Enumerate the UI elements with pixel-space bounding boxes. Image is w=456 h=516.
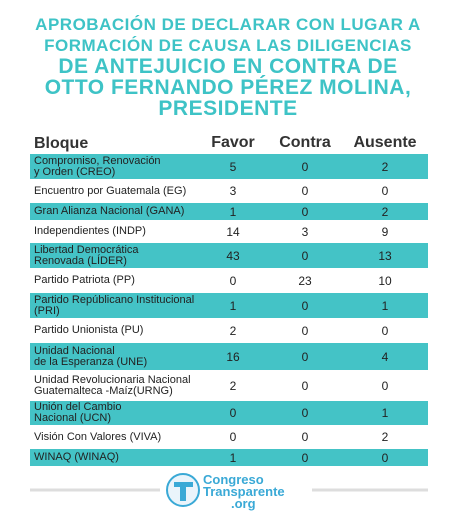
vote-count: 0 (301, 159, 309, 174)
column-header: Bloque (34, 134, 89, 152)
vote-count: 0 (381, 323, 389, 338)
vote-count: 0 (301, 298, 309, 313)
logo-text: Congreso Transparente .org (203, 472, 285, 511)
vote-count: 2 (381, 159, 389, 174)
title-line: PRESIDENTE (158, 97, 298, 120)
column-header: Contra (279, 134, 331, 151)
bloque-name: Unidad Nacional de la Esperanza (UNE) (34, 344, 148, 368)
table-row: Partido Patriota (PP) 0 23 10 (30, 270, 428, 293)
table-row: WINAQ (WINAQ) 1 0 0 (30, 449, 428, 468)
vote-count: 9 (381, 224, 389, 239)
vote-count: 3 (301, 224, 309, 239)
bloque-name: Unidad Revolucionaria Nacional Guatemalt… (34, 373, 191, 397)
title: APROBACIÓN DE DECLARAR CON LUGAR A FORMAC… (0, 14, 456, 119)
column-header: Ausente (353, 134, 417, 151)
vote-count: 0 (301, 450, 309, 465)
vote-count: 2 (381, 204, 389, 219)
vote-count: 0 (301, 349, 309, 364)
bloque-name: Partido Unionista (PU) (34, 324, 144, 336)
vote-count: 1 (381, 406, 389, 420)
vote-count: 0 (301, 204, 309, 219)
vote-count: 2 (229, 323, 237, 338)
vote-count: 2 (229, 378, 237, 393)
vote-count: 4 (381, 349, 389, 364)
bloque-name: Compromiso, Renovación y Orden (CREO) (34, 154, 161, 178)
logo-line: Transparente (203, 484, 285, 499)
bloque-name: Gran Alianza Nacional (GANA) (34, 205, 185, 217)
table-row: Libertad Democrática Renovada (LÍDER) 43 0… (30, 243, 428, 270)
title-line: OTTO FERNANDO PÉREZ MOLINA, (44, 76, 412, 99)
bloque-name: WINAQ (WINAQ) (34, 451, 119, 463)
logo-line: .org (231, 496, 256, 511)
vote-count: 0 (229, 406, 237, 420)
table-row: Partido Unionista (PU) 2 0 0 (30, 320, 428, 343)
vote-count: 0 (301, 248, 309, 263)
table-row: Compromiso, Renovación y Orden (CREO) 5 0 2 (30, 154, 428, 181)
logo-t (174, 482, 193, 501)
bloque-name: Unión del Cambio Nacional (UCN) (34, 401, 122, 424)
column-header: Favor (211, 134, 255, 151)
vote-count: 5 (229, 159, 237, 174)
table-row: Unidad Revolucionaria Nacional Guatemalt… (30, 372, 428, 401)
vote-count: 14 (226, 224, 240, 239)
table-row: Gran Alianza Nacional (GANA) 1 0 2 (30, 203, 428, 222)
bloque-name: Encuentro por Guatemala (EG) (34, 184, 187, 197)
table-row: Independientes (INDP) 14 3 9 (30, 222, 428, 243)
vote-count: 1 (229, 450, 237, 465)
vote-count: 23 (298, 273, 312, 288)
bloque-name: Partido Repúblicano Institucional (PRI) (34, 293, 195, 317)
vote-count: 10 (378, 273, 392, 288)
vote-count: 0 (301, 378, 309, 393)
logo (30, 473, 428, 507)
table-row: Unión del Cambio Nacional (UCN) 0 0 1 (30, 401, 428, 427)
table-row: Visión Con Valores (VIVA) 0 0 2 (30, 427, 428, 449)
vote-count: 0 (301, 184, 309, 198)
vote-count: 0 (229, 430, 237, 444)
vote-count: 1 (229, 298, 237, 313)
vote-count: 0 (301, 323, 309, 338)
vote-count: 43 (226, 248, 240, 263)
bloque-name: Visión Con Valores (VIVA) (34, 430, 162, 443)
vote-count: 0 (381, 378, 389, 393)
vote-count: 0 (381, 184, 389, 198)
vote-count: 0 (229, 273, 237, 288)
bloque-name: Libertad Democrática Renovada (LÍDER) (34, 243, 139, 267)
table-header: Bloque Favor Contra Ausente (30, 132, 428, 154)
vote-count: 13 (378, 248, 392, 263)
table: Bloque Favor Contra Ausente Compromiso, Ren… (30, 132, 428, 468)
title-line: APROBACIÓN DE DECLARAR CON LUGAR A (35, 15, 421, 34)
table-row: Partido Repúblicano Institucional (PRI) 1… (30, 293, 428, 320)
vote-count: 0 (301, 406, 309, 420)
vote-count: 2 (381, 430, 389, 444)
vote-count: 0 (301, 430, 309, 444)
logo-line: Congreso (203, 472, 264, 487)
table-row: Unidad Nacional de la Esperanza (UNE) 16 0… (30, 343, 428, 372)
title-line: FORMACIÓN DE CAUSA LAS DILIGENCIAS (44, 36, 412, 55)
title-line: DE ANTEJUICIO EN CONTRA DE (58, 55, 398, 78)
table-row: Encuentro por Guatemala (EG) 3 0 0 (30, 181, 428, 203)
vote-count: 1 (229, 204, 237, 219)
bloque-name: Independientes (INDP) (34, 225, 146, 237)
vote-count: 0 (381, 450, 389, 465)
vote-count: 1 (381, 298, 389, 313)
vote-count: 3 (229, 184, 237, 198)
bloque-name: Partido Patriota (PP) (34, 274, 135, 286)
vote-count: 16 (226, 349, 240, 364)
